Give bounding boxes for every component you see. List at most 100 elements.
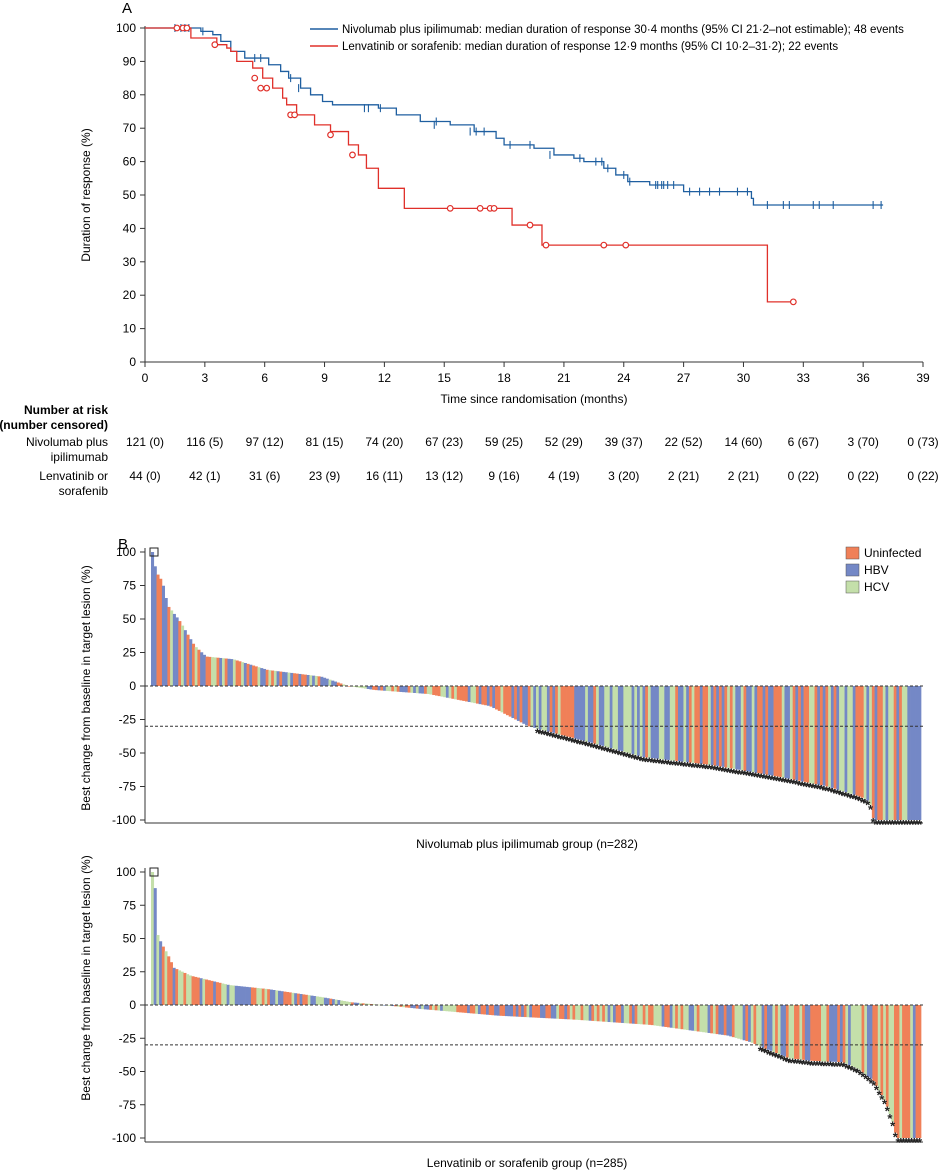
waterfall-bar [464, 1005, 468, 1013]
waterfall-bar [731, 1005, 735, 1038]
waterfall-bar [656, 686, 660, 759]
waterfall-bar [623, 1005, 627, 1024]
waterfall-bar [437, 686, 441, 697]
risk-table-title: Number at risk [24, 403, 108, 417]
asterisk-marker: * [680, 759, 686, 774]
waterfall-bar [791, 1005, 795, 1059]
waterfall-bar [729, 1005, 733, 1037]
waterfall-bar [257, 667, 261, 686]
asterisk-marker: * [779, 1052, 785, 1067]
waterfall-bar [529, 1005, 533, 1018]
waterfall-bar [280, 991, 284, 1005]
asterisk-marker: * [611, 746, 617, 761]
risk-cell: 2 (21) [728, 469, 759, 483]
asterisk-marker: * [535, 726, 541, 741]
waterfall-bar [850, 1005, 854, 1067]
waterfall-bar [531, 1005, 535, 1018]
waterfall-bar [661, 686, 665, 760]
asterisk-marker: * [771, 1049, 777, 1064]
waterfall-bar [773, 686, 777, 776]
legend-swatch-hbv [845, 563, 860, 577]
y-tick-label: -75 [119, 780, 137, 794]
waterfall-bar [353, 1002, 357, 1005]
waterfall-bar [415, 1005, 419, 1009]
waterfall-bar [399, 1005, 403, 1007]
waterfall-bar [839, 686, 843, 791]
y-tick-label: 0 [129, 998, 136, 1012]
waterfall-bar [677, 686, 682, 762]
censor-marker [490, 204, 498, 212]
asterisk-marker: * [622, 749, 628, 764]
waterfall-bar [208, 656, 212, 686]
waterfall-bar [321, 997, 325, 1005]
waterfall-bar [645, 686, 649, 758]
asterisk-marker: * [655, 756, 661, 771]
waterfall-bar [837, 1005, 841, 1063]
waterfall-bar [650, 1005, 654, 1026]
waterfall-lenvatinib-x-axis-label: Lenvatinib or sorafenib group (n=285) [427, 1156, 627, 1170]
waterfall-bar [526, 1005, 530, 1018]
waterfall-bar [240, 986, 244, 1005]
waterfall-bar [261, 988, 265, 1005]
asterisk-marker: * [796, 1056, 802, 1071]
waterfall-bar [279, 671, 283, 686]
asterisk-marker: * [540, 727, 546, 742]
waterfall-bar [834, 1005, 838, 1062]
asterisk-marker: * [774, 1050, 780, 1065]
asterisk-marker: * [798, 1057, 804, 1072]
waterfall-bar [699, 1005, 703, 1032]
legend-label-hbv: HBV [864, 563, 889, 577]
waterfall-bar [841, 686, 845, 792]
waterfall-bar [497, 686, 501, 711]
asterisk-marker: * [854, 792, 860, 807]
waterfall-bar [893, 686, 897, 820]
waterfall-bar [910, 686, 914, 820]
waterfall-bar [481, 686, 485, 705]
waterfall-bar [680, 686, 684, 762]
waterfall-bar [758, 1005, 762, 1047]
waterfall-bar [385, 686, 389, 691]
asterisk-marker: * [548, 729, 554, 744]
waterfall-bar [765, 686, 769, 775]
waterfall-bar [555, 686, 559, 734]
waterfall-bar [789, 686, 794, 780]
waterfall-bar [511, 686, 515, 719]
waterfall-bar [598, 686, 602, 746]
waterfall-bar [680, 1005, 684, 1030]
waterfall-bar [467, 686, 471, 703]
km-curve-lenvatinib [145, 27, 794, 303]
waterfall-bar [569, 1005, 573, 1020]
waterfall-bar [396, 686, 400, 692]
waterfall-bar [825, 686, 829, 787]
waterfall-bar [388, 686, 392, 692]
asterisk-marker: * [912, 1135, 918, 1150]
risk-cell: 81 (15) [306, 435, 344, 449]
risk-cell: 14 (60) [724, 435, 762, 449]
x-tick-label: 3 [202, 371, 209, 385]
risk-cell: 116 (5) [186, 435, 223, 449]
risk-cell: 67 (23) [425, 435, 463, 449]
waterfall-bar [434, 686, 439, 696]
waterfall-bar [353, 686, 357, 687]
x-tick-label: 12 [378, 371, 392, 385]
waterfall-bar [800, 686, 804, 782]
waterfall-bar [844, 686, 848, 793]
waterfall-bar [245, 986, 249, 1005]
waterfall-bar [777, 1005, 781, 1055]
y-tick-label: 100 [116, 865, 136, 879]
asterisk-marker: * [860, 795, 866, 810]
waterfall-bar [694, 1005, 698, 1032]
waterfall-bar [364, 1003, 368, 1005]
asterisk-marker: * [559, 732, 565, 747]
waterfall-bar [418, 686, 422, 694]
censor-marker [257, 84, 265, 92]
waterfall-bar [372, 686, 376, 690]
panel-a-legend: Nivolumab plus ipilimumab: median durati… [310, 24, 904, 53]
waterfall-lenvatinib-y-axis-label: Best change from baseline in target lesi… [79, 855, 93, 1100]
waterfall-bar [413, 1005, 417, 1009]
waterfall-bar [727, 686, 731, 768]
asterisk-marker: * [887, 1111, 893, 1126]
asterisk-marker: * [617, 747, 623, 762]
asterisk-marker: * [767, 772, 773, 787]
x-tick-label: 9 [321, 371, 328, 385]
